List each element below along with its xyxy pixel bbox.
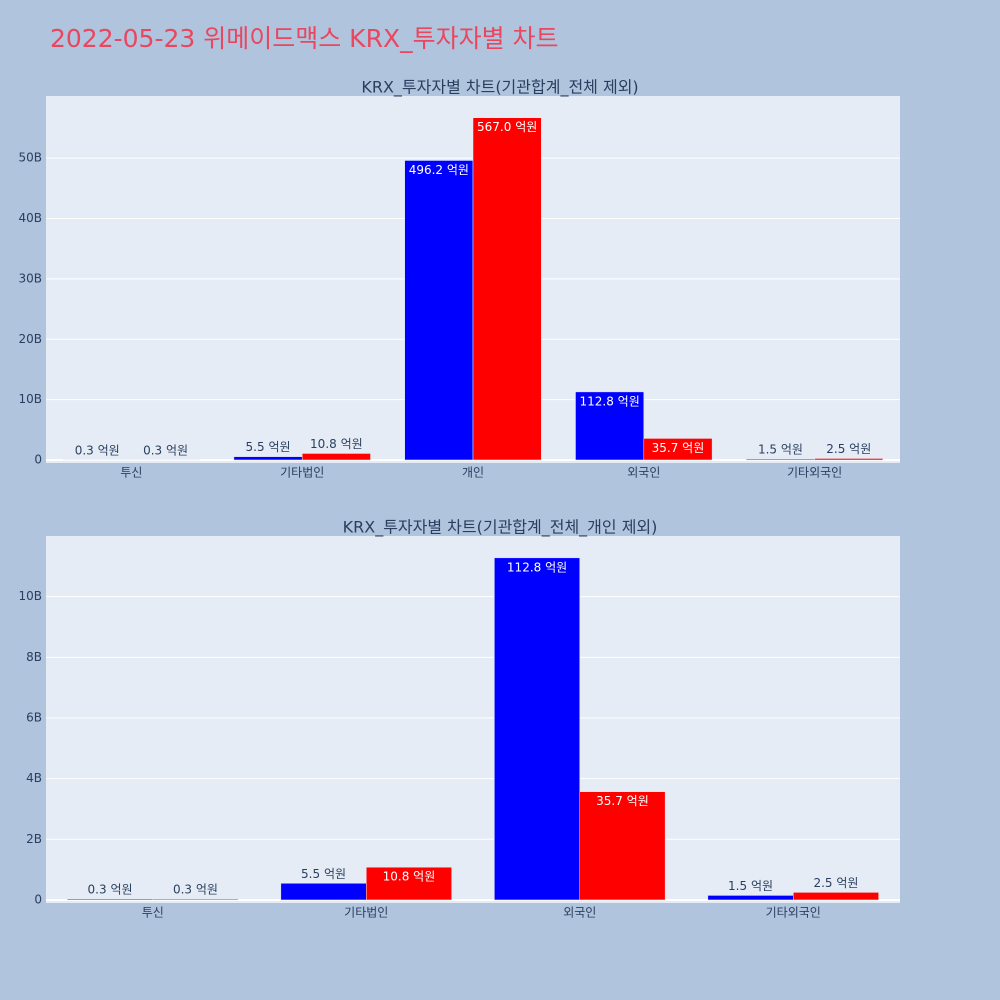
y-tick-label: 8B (26, 650, 42, 664)
bar (301, 453, 371, 461)
bar (814, 458, 884, 461)
x-tick-label: 기타법인 (280, 466, 324, 480)
data-label: 1.5 억원 (758, 443, 803, 457)
x-tick-label: 기타외국인 (787, 466, 842, 480)
bar (793, 892, 879, 901)
y-tick-label: 50B (18, 151, 42, 165)
bar (280, 883, 367, 901)
data-label: 2.5 억원 (813, 876, 858, 890)
x-tick-label: 기타법인 (344, 906, 388, 920)
bar (152, 898, 239, 901)
y-tick-label: 4B (26, 771, 42, 785)
data-label: 0.3 억원 (173, 883, 218, 897)
data-label: 112.8 억원 (580, 394, 640, 408)
x-tick-label: 개인 (462, 466, 484, 480)
plot-area (46, 536, 900, 903)
data-label: 2.5 억원 (826, 442, 871, 456)
data-label: 0.3 억원 (75, 443, 120, 457)
data-label: 1.5 억원 (728, 879, 773, 893)
x-tick-label: 기타외국인 (766, 906, 821, 920)
bar (472, 117, 542, 461)
data-label: 5.5 억원 (301, 867, 346, 881)
bar (67, 898, 153, 901)
x-tick-label: 외국인 (563, 906, 596, 920)
x-tick-label: 투신 (120, 466, 142, 480)
data-label: 0.3 억원 (88, 883, 133, 897)
bar (746, 458, 815, 461)
bar (643, 438, 713, 461)
y-tick-label: 40B (18, 211, 42, 225)
chart-title: KRX_투자자별 차트(기관합계_전체 제외) (361, 78, 638, 98)
bar (575, 391, 645, 461)
y-tick-label: 6B (26, 710, 42, 724)
y-tick-label: 0 (34, 892, 42, 906)
y-tick-label: 20B (18, 332, 42, 346)
y-tick-label: 10B (18, 392, 42, 406)
data-label: 5.5 억원 (246, 440, 291, 454)
x-tick-label: 외국인 (627, 466, 660, 480)
data-label: 496.2 억원 (409, 163, 469, 177)
bar (494, 557, 581, 901)
data-label: 567.0 억원 (477, 120, 537, 134)
bar (233, 456, 303, 461)
data-label: 10.8 억원 (310, 437, 363, 451)
data-label: 0.3 억원 (143, 443, 188, 457)
data-label: 35.7 억원 (596, 794, 649, 808)
data-label: 35.7 억원 (652, 441, 705, 455)
bar (404, 160, 474, 461)
data-label: 112.8 억원 (507, 560, 567, 574)
bar (579, 791, 666, 901)
page-title: 2022-05-23 위메이드맥스 KRX_투자자별 차트 (50, 24, 559, 53)
y-tick-label: 2B (26, 832, 42, 846)
x-tick-label: 투신 (142, 906, 164, 920)
data-label: 10.8 억원 (383, 870, 436, 884)
y-tick-label: 10B (18, 589, 42, 603)
y-tick-label: 30B (18, 271, 42, 285)
chart-title: KRX_투자자별 차트(기관합계_전체_개인 제외) (343, 518, 658, 538)
bar (366, 866, 452, 901)
y-tick-label: 0 (34, 452, 42, 466)
bar (707, 895, 794, 901)
